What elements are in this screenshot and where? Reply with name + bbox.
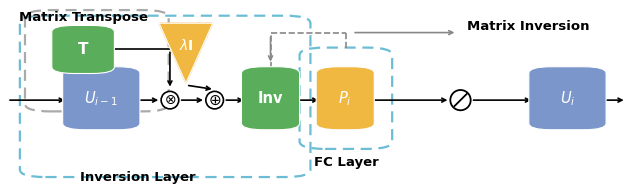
Text: $U_{i-1}$: $U_{i-1}$ <box>84 89 118 108</box>
Text: $\otimes$: $\otimes$ <box>164 93 176 107</box>
FancyBboxPatch shape <box>529 67 606 130</box>
FancyBboxPatch shape <box>241 67 300 130</box>
FancyBboxPatch shape <box>52 26 115 74</box>
Text: Inversion Layer: Inversion Layer <box>80 171 196 184</box>
Text: $\oplus$: $\oplus$ <box>208 93 221 108</box>
Text: $P_i$: $P_i$ <box>339 89 352 108</box>
Ellipse shape <box>206 91 223 109</box>
Text: T: T <box>78 42 88 57</box>
Polygon shape <box>159 23 212 83</box>
Text: Matrix Inversion: Matrix Inversion <box>467 20 589 33</box>
FancyBboxPatch shape <box>63 67 140 130</box>
Ellipse shape <box>161 91 179 109</box>
Ellipse shape <box>451 90 470 110</box>
Text: $U_i$: $U_i$ <box>560 89 575 108</box>
Text: Matrix Transpose: Matrix Transpose <box>19 11 148 24</box>
Text: FC Layer: FC Layer <box>314 156 380 170</box>
Text: Inv: Inv <box>258 91 284 106</box>
FancyBboxPatch shape <box>316 67 374 130</box>
Text: $\lambda$I: $\lambda$I <box>179 38 193 53</box>
